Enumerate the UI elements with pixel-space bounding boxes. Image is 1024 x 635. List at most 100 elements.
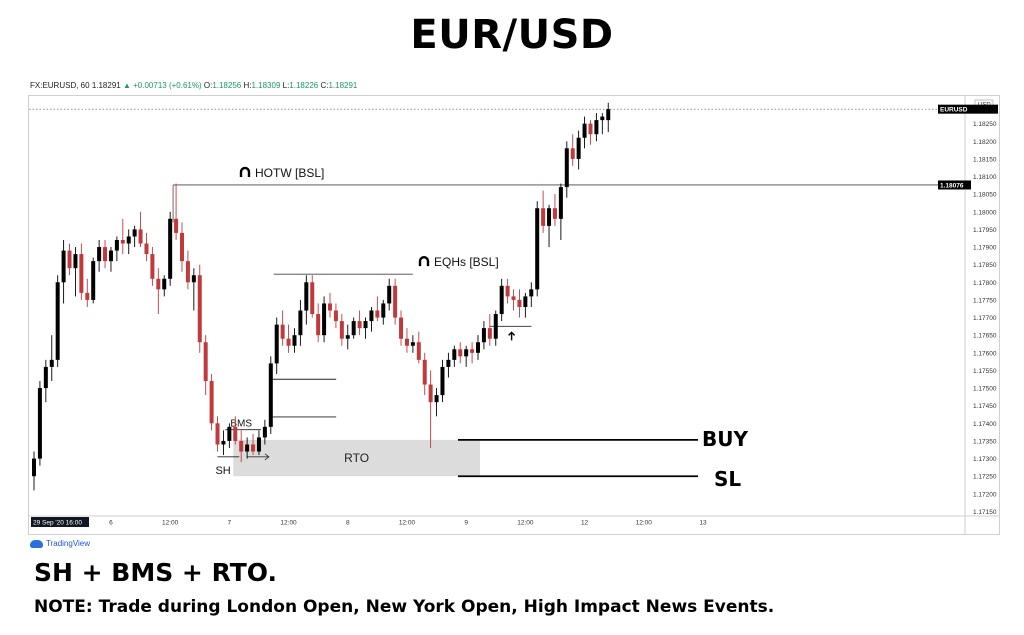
candle-body (150, 254, 155, 279)
candle-body (487, 328, 492, 339)
candle-body (316, 314, 321, 336)
low-value: 1.18226 (289, 81, 319, 90)
candle-body (345, 335, 350, 339)
open-value: 1.18256 (212, 81, 242, 90)
candle-body (251, 444, 256, 452)
high-label: H: (243, 81, 252, 90)
sl-label: SL (714, 467, 741, 491)
close-label: C: (320, 81, 329, 90)
close-value: 1.18291 (328, 81, 358, 90)
y-tick-label: 1.17550 (973, 368, 997, 375)
strategy-headline: SH + BMS + RTO. (34, 558, 277, 587)
candle-body (552, 208, 557, 219)
y-tick-label: 1.17900 (973, 245, 997, 252)
chart-title: EUR/USD (410, 12, 614, 58)
magnet-icon (418, 256, 430, 267)
x-tick-label: 12:00 (517, 520, 534, 527)
candle-body (286, 338, 291, 346)
y-tick-label: 1.17200 (973, 491, 997, 498)
candle-body (132, 229, 137, 237)
liquidity-level-label: EQHs [BSL] (434, 255, 499, 269)
candle-body (511, 296, 516, 300)
candle-body (541, 208, 546, 226)
x-tick-label: 12:00 (399, 520, 416, 527)
candle-body (310, 282, 315, 315)
candle-body (215, 423, 220, 445)
candle-body (49, 359, 54, 367)
candle-body (363, 321, 368, 329)
candle-body (381, 303, 386, 318)
sh-label: SH (215, 465, 230, 477)
candle-body (588, 123, 593, 135)
price-label-text: 1.18076 (940, 182, 964, 189)
buy-label: BUY (702, 427, 748, 451)
y-tick-label: 1.17350 (973, 438, 997, 445)
candle-body (144, 243, 149, 255)
candle-body (470, 349, 475, 353)
y-tick-label: 1.17600 (973, 350, 997, 357)
price-label-box (938, 180, 971, 190)
candle-body (233, 426, 238, 441)
up-arrow-icon (508, 331, 516, 336)
candle-body (239, 440, 244, 452)
candle-body (245, 444, 250, 452)
candle-body (37, 388, 42, 459)
candle-body (410, 342, 415, 346)
candle-body (440, 366, 445, 396)
open-label: O: (203, 81, 213, 90)
candle-body (103, 247, 108, 262)
x-tick-label: 29 Sep '20 16:00 (33, 520, 82, 527)
bms-label: BMS (230, 419, 252, 430)
candle-body (422, 359, 427, 385)
candle-body (108, 250, 113, 262)
candle-body (168, 218, 173, 279)
candle-body (499, 285, 504, 315)
candle-body (446, 359, 451, 367)
candle-body (328, 303, 332, 311)
candle-body (91, 261, 96, 300)
up-arrow-icon: ▲ (122, 81, 131, 90)
y-tick-label: 1.17650 (973, 333, 997, 340)
symbol-label: FX:EURUSD, 60 (30, 81, 90, 90)
magnet-icon (239, 166, 251, 177)
tradingview-logo: TradingView (30, 539, 90, 548)
trading-note: NOTE: Trade during London Open, New York… (34, 597, 775, 617)
y-tick-label: 1.18200 (973, 139, 997, 146)
liquidity-level-label: HOTW [BSL] (255, 166, 324, 180)
y-tick-label: 1.17700 (973, 315, 997, 322)
arrow-right-icon (264, 453, 270, 461)
x-tick-label: 13 (699, 520, 707, 527)
y-tick-label: 1.17800 (973, 280, 997, 287)
candle-body (505, 285, 510, 297)
candle-body (203, 342, 208, 382)
candle-body (97, 247, 102, 262)
y-tick-label: 1.18100 (973, 174, 997, 181)
candle-body (120, 239, 125, 244)
candle-body (61, 250, 66, 283)
candle-body (274, 324, 279, 364)
candle-body (464, 349, 469, 357)
rto-zone (233, 439, 480, 477)
candle-body (606, 109, 611, 121)
y-tick-label: 1.18150 (973, 156, 997, 163)
candle-body (535, 208, 540, 290)
candle-body (256, 437, 261, 452)
x-tick-label: 6 (109, 520, 113, 527)
candle-body (292, 335, 297, 346)
candle-body (221, 440, 226, 445)
candle-body (43, 366, 48, 389)
candle-body (399, 317, 404, 339)
high-value: 1.18309 (251, 81, 281, 90)
candle-body (369, 310, 374, 322)
rto-label: RTO (344, 451, 369, 465)
brand-label: TradingView (46, 539, 91, 548)
chart-frame[interactable] (28, 95, 1000, 535)
candle-body (298, 310, 303, 336)
candle-body (114, 239, 119, 251)
candle-body (262, 426, 267, 438)
candle-body (185, 261, 190, 283)
candle-body (209, 381, 214, 424)
x-tick-label: 9 (464, 520, 468, 527)
candle-body (351, 321, 356, 336)
